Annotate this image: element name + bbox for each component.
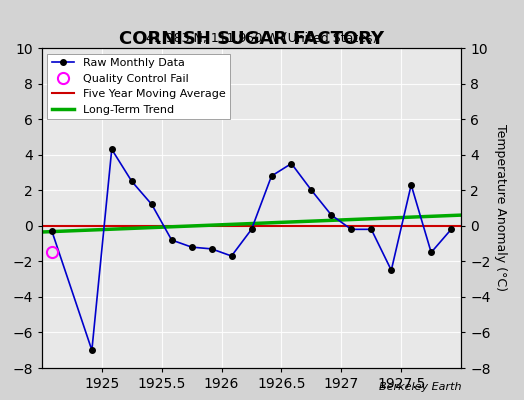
Raw Monthly Data (288, 161, 294, 166)
Raw Monthly Data (169, 238, 175, 242)
Raw Monthly Data (388, 268, 395, 273)
Raw Monthly Data (268, 174, 275, 178)
Raw Monthly Data (49, 229, 55, 234)
Title: CORNISH SUGAR FACTORY: CORNISH SUGAR FACTORY (119, 30, 384, 48)
Raw Monthly Data (408, 182, 414, 187)
Text: 41.983 N, 111.950 W (United States): 41.983 N, 111.950 W (United States) (146, 32, 378, 45)
Raw Monthly Data (108, 147, 115, 152)
Legend: Raw Monthly Data, Quality Control Fail, Five Year Moving Average, Long-Term Tren: Raw Monthly Data, Quality Control Fail, … (48, 54, 230, 119)
Raw Monthly Data (348, 227, 354, 232)
Raw Monthly Data (248, 227, 255, 232)
Y-axis label: Temperature Anomaly (°C): Temperature Anomaly (°C) (494, 124, 507, 292)
Raw Monthly Data (149, 202, 155, 207)
Text: Berkeley Earth: Berkeley Earth (379, 382, 461, 392)
Raw Monthly Data (368, 227, 375, 232)
Raw Monthly Data (308, 188, 314, 193)
Raw Monthly Data (128, 179, 135, 184)
Raw Monthly Data (428, 250, 434, 255)
Line: Raw Monthly Data: Raw Monthly Data (49, 146, 454, 353)
Raw Monthly Data (328, 213, 334, 218)
Raw Monthly Data (189, 245, 195, 250)
Raw Monthly Data (89, 348, 95, 353)
Raw Monthly Data (209, 246, 215, 251)
Raw Monthly Data (448, 227, 454, 232)
Raw Monthly Data (228, 254, 235, 258)
